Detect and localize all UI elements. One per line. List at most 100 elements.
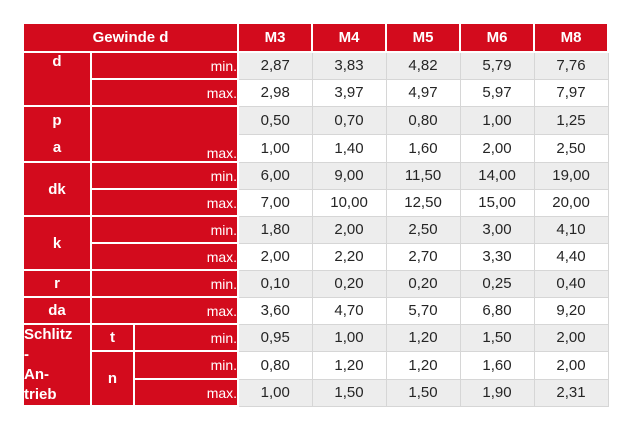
value-cell: 20,00 [533,188,609,217]
value-cell: 1,00 [311,323,387,352]
limit-cell: min. [132,350,240,380]
value-cell: 4,82 [385,51,461,80]
value-cell: 0,70 [311,105,387,135]
param-label-k: k [22,215,92,271]
header-row: Gewinde d M3 M4 M5 M6 M8 [21,22,610,53]
value-cell: 2,20 [311,242,387,271]
value-cell: 0,50 [237,105,313,135]
value-cell: 9,20 [533,296,609,325]
limit-cell: min. [89,161,240,190]
param-label-dk: dk [22,161,92,217]
value-cell: 7,97 [533,78,609,107]
value-cell: 2,00 [311,215,387,244]
value-cell: 2,00 [533,350,609,380]
limit-cell: max. [89,296,240,325]
value-cell: 1,20 [385,350,461,380]
value-cell: 7,00 [237,188,313,217]
value-cell: 0,80 [385,105,461,135]
limit-cell: max. [132,378,240,407]
value-cell: 4,10 [533,215,609,244]
value-cell: 6,00 [237,161,313,190]
value-cell: 2,70 [385,242,461,271]
value-cell: 5,70 [385,296,461,325]
row-p: p a max. 0,50 0,70 0,80 1,00 1,25 [22,105,609,163]
row-dk-min: dk min. 6,00 9,00 11,50 14,00 19,00 [22,161,609,217]
value-cell: 1,60 [385,133,461,163]
row-d-min: d min. 2,87 3,83 4,82 5,79 7,76 [22,51,609,107]
row-dk-max: max. 7,00 10,00 12,50 15,00 20,00 [23,188,609,217]
value-cell: 3,00 [459,215,535,244]
value-cell: 3,97 [311,78,387,107]
param-label-r: r [22,269,92,298]
row-k-max: max. 2,00 2,20 2,70 3,30 4,40 [23,242,609,271]
header-cell-m5: M5 [385,22,462,53]
header-cell-m6: M6 [459,22,536,53]
value-cell: 5,79 [459,51,535,80]
param-label-t: t [90,323,135,352]
row-da-max: da max. 3,60 4,70 5,70 6,80 9,20 [22,296,609,325]
param-label-p-a: p a [22,105,92,163]
value-cell: 14,00 [459,161,535,190]
header-cell-m3: M3 [237,22,314,53]
limit-cell: max. [89,105,240,163]
value-cell: 4,70 [311,296,387,325]
limit-cell: min. [89,51,240,80]
value-cell: 0,80 [237,350,313,380]
value-cell: 2,50 [385,215,461,244]
value-cell: 1,00 [237,378,313,407]
header-cell-m8: M8 [533,22,610,53]
value-cell: 4,97 [385,78,461,107]
row-r-min: r min. 0,10 0,20 0,20 0,25 0,40 [22,269,609,298]
limit-cell: min. [89,215,240,244]
value-cell: 3,60 [237,296,313,325]
value-cell: 5,97 [459,78,535,107]
value-cell: 0,95 [237,323,313,352]
row-n-max: max. 1,00 1,50 1,50 1,90 2,31 [23,378,609,407]
value-cell: 3,83 [311,51,387,80]
row-t-min: Schlitz - An- trieb t min. 0,95 1,00 1,2… [22,323,609,407]
limit-cell: max. [89,78,240,107]
value-cell: 2,00 [533,323,609,352]
value-cell: 1,20 [385,323,461,352]
limit-cell: min. [132,323,240,352]
param-label-da: da [22,296,92,325]
limit-cell: max. [89,242,240,271]
value-cell: 1,25 [533,105,609,135]
value-cell: 1,40 [311,133,387,163]
value-cell: 0,20 [385,269,461,298]
row-k-min: k min. 1,80 2,00 2,50 3,00 4,10 [22,215,609,271]
value-cell: 0,40 [533,269,609,298]
row-n-min: n min. 0,80 1,20 1,20 1,60 2,00 [23,350,609,407]
screw-dimension-table: Gewinde d M3 M4 M5 M6 M8 d min. 2,87 3,8… [21,22,610,407]
value-cell: 1,50 [311,378,387,407]
param-label-d: d [22,51,92,107]
value-cell: 1,90 [459,378,535,407]
value-cell: 1,00 [237,133,313,163]
value-cell: 6,80 [459,296,535,325]
param-label-schlitz-antrieb: Schlitz - An- trieb [22,323,92,407]
value-cell: 1,20 [311,350,387,380]
value-cell: 0,20 [311,269,387,298]
limit-cell: min. [89,269,240,298]
value-cell: 9,00 [311,161,387,190]
limit-cell: max. [89,188,240,217]
row-d-max: max. 2,98 3,97 4,97 5,97 7,97 [23,78,609,107]
value-cell: 2,00 [237,242,313,271]
value-cell: 10,00 [311,188,387,217]
row-a-max: 1,00 1,40 1,60 2,00 2,50 [23,133,609,163]
value-cell: 2,50 [533,133,609,163]
value-cell: 2,00 [459,133,535,163]
value-cell: 15,00 [459,188,535,217]
value-cell: 0,10 [237,269,313,298]
value-cell: 1,60 [459,350,535,380]
value-cell: 2,31 [533,378,609,407]
value-cell: 11,50 [385,161,461,190]
value-cell: 4,40 [533,242,609,271]
value-cell: 1,80 [237,215,313,244]
value-cell: 0,25 [459,269,535,298]
value-cell: 2,87 [237,51,313,80]
value-cell: 19,00 [533,161,609,190]
value-cell: 1,50 [459,323,535,352]
value-cell: 1,50 [385,378,461,407]
